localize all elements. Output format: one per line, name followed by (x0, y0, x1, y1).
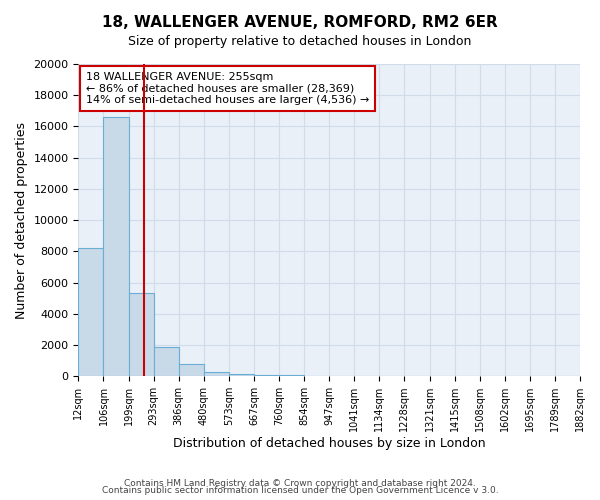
Bar (128, 294, 154, 376)
Bar (229, 374, 254, 376)
Bar (103, 117, 128, 376)
Text: Contains HM Land Registry data © Crown copyright and database right 2024.: Contains HM Land Registry data © Crown c… (124, 478, 476, 488)
Bar (154, 348, 179, 376)
Text: 18 WALLENGER AVENUE: 255sqm
← 86% of detached houses are smaller (28,369)
14% of: 18 WALLENGER AVENUE: 255sqm ← 86% of det… (86, 72, 370, 105)
Bar (254, 374, 279, 376)
Text: Size of property relative to detached houses in London: Size of property relative to detached ho… (128, 35, 472, 48)
Bar (204, 372, 229, 376)
Bar (179, 364, 204, 376)
Text: 18, WALLENGER AVENUE, ROMFORD, RM2 6ER: 18, WALLENGER AVENUE, ROMFORD, RM2 6ER (102, 15, 498, 30)
X-axis label: Distribution of detached houses by size in London: Distribution of detached houses by size … (173, 437, 485, 450)
Y-axis label: Number of detached properties: Number of detached properties (15, 122, 28, 318)
Bar (79, 248, 103, 376)
Text: Contains public sector information licensed under the Open Government Licence v : Contains public sector information licen… (101, 486, 499, 495)
